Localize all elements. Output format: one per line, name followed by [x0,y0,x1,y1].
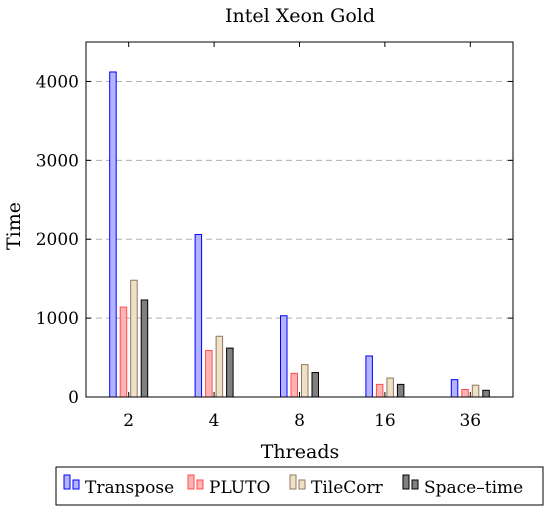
bar [205,349,213,398]
bar [226,347,234,398]
bars [109,71,490,398]
bar [471,384,480,398]
legend-swatch-bar [402,474,410,490]
y-axis-label: Time [3,202,25,250]
bar [450,379,459,398]
y-tick-label: 0 [68,388,79,408]
x-tick-label: 2 [123,411,134,431]
bar [215,335,224,398]
y-tick-label: 4000 [36,72,79,92]
y-tick-label: 2000 [36,230,79,250]
bar [109,71,117,398]
chart-title: Intel Xeon Gold [225,5,375,27]
plot-frame [85,41,514,398]
legend-swatch [289,474,306,490]
legend-swatch-bar [63,474,71,490]
bar [386,377,394,398]
legend-swatch-bar [196,479,204,490]
legend-label: Transpose [85,478,174,498]
bar [130,279,138,398]
legend-swatch-bar [72,479,80,490]
legend-swatch-bar [187,474,195,490]
bar [140,299,149,398]
bar [375,383,384,398]
bar [461,389,469,398]
x-ticks: 2 4 8 16 36 [123,42,481,431]
bar [482,389,490,398]
grid [86,80,513,319]
y-tick-label: 3000 [36,151,79,171]
legend-label: Space–time [424,478,523,498]
bar [301,364,309,398]
bar [119,306,128,398]
legend-swatch-bar [411,479,419,490]
y-ticks: 0 1000 2000 3000 4000 [36,72,513,408]
bar [280,315,288,398]
x-tick-label: 16 [374,411,396,431]
legend: Transpose PLUTO TileCorr Space–time [55,466,544,506]
y-tick-label: 1000 [36,309,79,329]
bar [290,372,298,398]
bar [396,383,405,398]
x-tick-label: 36 [459,411,481,431]
legend-swatch-bar [289,474,297,490]
bar [194,233,203,398]
legend-swatch [63,474,80,490]
bar [365,355,373,398]
x-axis-label: Threads [261,441,339,463]
legend-swatch-bar [298,479,306,490]
legend-swatch [402,474,419,490]
legend-label: PLUTO [209,478,270,498]
bar [311,372,319,398]
x-tick-label: 4 [209,411,220,431]
legend-label: TileCorr [311,478,384,498]
x-tick-label: 8 [294,411,305,431]
legend-swatch [187,474,204,490]
